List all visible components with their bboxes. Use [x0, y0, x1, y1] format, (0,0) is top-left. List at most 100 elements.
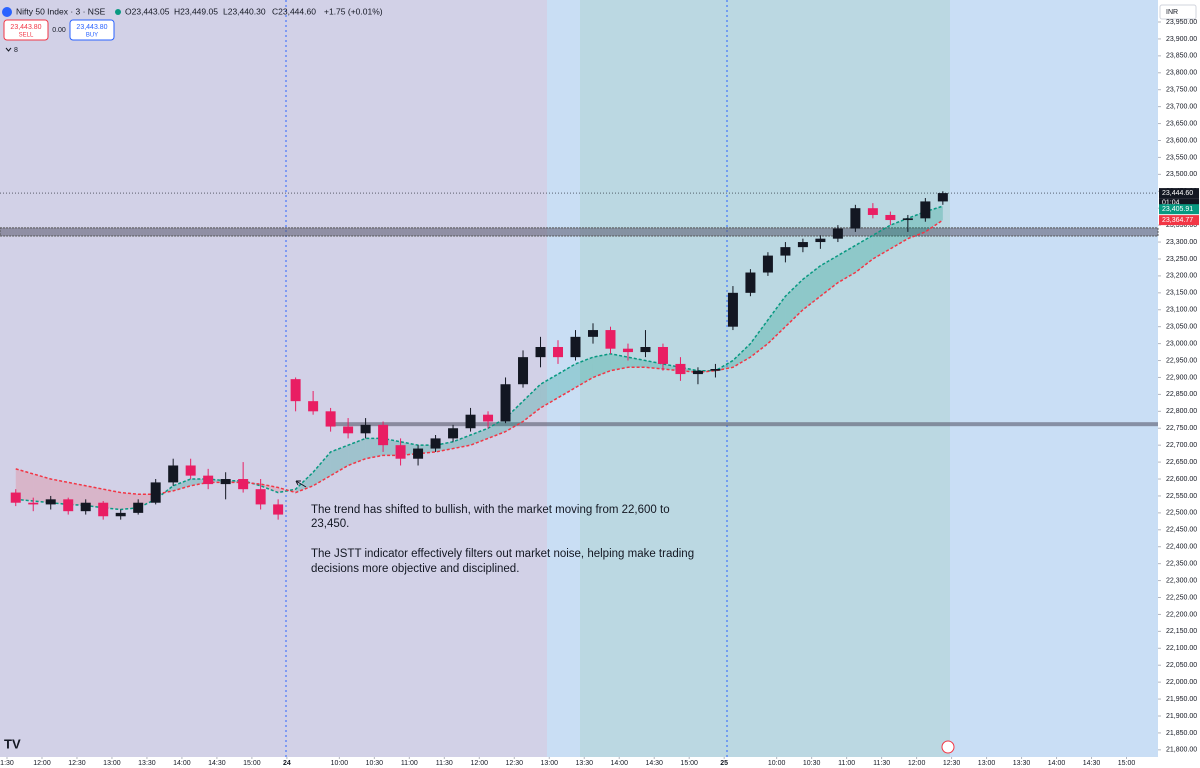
band-fill — [592, 353, 611, 378]
candle-body — [10, 492, 21, 503]
y-tick-label: 22,000.00 — [1166, 679, 1197, 686]
x-tick-label: 10:00 — [331, 760, 349, 767]
candle-body — [780, 247, 791, 256]
indicators-toggle[interactable] — [5, 47, 12, 52]
buy-price: 23,443.80 — [76, 24, 107, 31]
y-tick-label: 23,350.00 — [1166, 222, 1197, 229]
y-tick-label: 23,500.00 — [1166, 171, 1197, 178]
candle-body — [413, 448, 424, 459]
alert-icon[interactable] — [941, 740, 955, 754]
candle-body — [535, 346, 546, 358]
indicator-line — [15, 219, 944, 496]
candle-body — [150, 482, 161, 503]
ohlc-close: C23,444.60 — [272, 6, 316, 16]
price-label: 23,405.91 — [1162, 206, 1193, 213]
x-tick-label: 11:30 — [873, 760, 890, 767]
y-tick-label: 22,300.00 — [1166, 577, 1197, 584]
x-tick-label: 13:30 — [575, 760, 593, 767]
candle-body — [832, 228, 843, 239]
y-tick-label: 23,000.00 — [1166, 340, 1197, 347]
y-tick-label: 23,600.00 — [1166, 137, 1197, 144]
candle-body — [762, 255, 773, 273]
x-tick-label: 14:30 — [208, 760, 226, 767]
x-tick-label: 13:00 — [978, 760, 996, 767]
x-tick-label: 12:00 — [33, 760, 51, 767]
candle-body — [640, 346, 651, 353]
currency: INR — [1166, 9, 1178, 16]
band-fill — [488, 418, 506, 439]
band-fill — [295, 472, 314, 493]
band-fill — [453, 435, 471, 449]
zone — [0, 227, 1159, 237]
ohlc-high: H23,449.05 — [174, 6, 218, 16]
x-tick-label: 12:30 — [506, 760, 524, 767]
sell-button[interactable] — [3, 19, 49, 41]
candle-body — [797, 242, 808, 248]
band-fill — [348, 438, 366, 466]
candle-body — [360, 424, 371, 434]
y-tick-label: 22,850.00 — [1166, 391, 1197, 398]
y-tick-label: 23,550.00 — [1166, 154, 1197, 161]
y-tick-label: 23,750.00 — [1166, 87, 1197, 94]
candle-body — [605, 330, 616, 349]
candle-body — [483, 414, 494, 422]
x-tick-label: 14:00 — [173, 760, 191, 767]
candle-body — [553, 346, 564, 358]
buy-label: BUY — [86, 33, 98, 39]
x-tick-label: 11:00 — [401, 760, 418, 767]
band-fill — [750, 319, 768, 358]
time-axis — [0, 757, 1200, 768]
annotation: The trend has shifted to bullish, with t… — [311, 504, 694, 575]
price-axis — [1158, 0, 1200, 768]
candle-body — [937, 193, 948, 202]
sell-label: SELL — [19, 33, 34, 39]
candle-body — [430, 438, 441, 449]
x-tick-label: 14:30 — [1083, 760, 1101, 767]
indicators-count: 8 — [14, 47, 18, 54]
candle-body — [692, 370, 703, 375]
x-tick-label: 10:00 — [768, 760, 786, 767]
candle-body — [727, 292, 738, 327]
candle-body — [378, 424, 389, 446]
y-tick-label: 23,950.00 — [1166, 19, 1197, 26]
price-label: 23,444.60 — [1162, 190, 1193, 197]
x-tick-label: 12:30 — [943, 760, 961, 767]
y-tick-label: 21,800.00 — [1166, 747, 1197, 754]
y-tick-label: 23,700.00 — [1166, 103, 1197, 110]
buy-button[interactable] — [69, 19, 115, 41]
logo: TV — [4, 736, 21, 751]
x-tick-label: 14:30 — [645, 760, 663, 767]
candle-body — [518, 357, 529, 385]
annotation-line: decisions more objective and disciplined… — [311, 563, 519, 575]
y-tick-label: 23,800.00 — [1166, 70, 1197, 77]
candle-body — [867, 208, 878, 215]
candle-body — [850, 208, 861, 229]
x-tick-label: 13:00 — [540, 760, 558, 767]
candle-body — [448, 428, 459, 439]
session-zone — [580, 0, 950, 757]
x-tick-label: 14:00 — [1048, 760, 1066, 767]
symbol-icon — [2, 7, 12, 17]
band-fill — [330, 445, 349, 476]
y-tick-label: 22,550.00 — [1166, 493, 1197, 500]
x-tick-label: 13:00 — [103, 760, 121, 767]
y-tick-label: 23,850.00 — [1166, 53, 1197, 60]
y-tick-label: 22,650.00 — [1166, 459, 1197, 466]
y-tick-label: 22,750.00 — [1166, 425, 1197, 432]
band-fill — [890, 218, 908, 249]
candle-body — [168, 465, 179, 483]
price-label: 23,364.77 — [1162, 217, 1193, 224]
price-label-box — [1159, 188, 1199, 199]
candle-body — [220, 479, 231, 485]
x-tick-label: 15:00 — [1118, 760, 1136, 767]
band-fill — [645, 360, 663, 369]
indicator-line — [15, 205, 944, 511]
y-tick-label: 22,250.00 — [1166, 594, 1197, 601]
x-tick-label: 24 — [283, 760, 291, 767]
candle-body — [98, 502, 109, 517]
x-tick-label: 13:30 — [138, 760, 156, 767]
currency-button[interactable] — [1159, 4, 1197, 20]
annotation-line: The JSTT indicator effectively filters o… — [311, 548, 694, 560]
countdown-box — [1159, 198, 1199, 208]
y-tick-label: 22,350.00 — [1166, 560, 1197, 567]
